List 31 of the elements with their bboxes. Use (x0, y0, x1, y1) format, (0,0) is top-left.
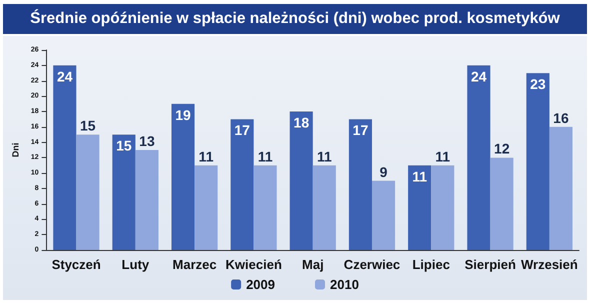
data-label: 15 (116, 138, 132, 154)
data-label: 17 (234, 122, 250, 138)
x-tick-label: Kwiecień (226, 257, 282, 272)
x-tick-label: Lipiec (412, 257, 450, 272)
data-label: 15 (80, 118, 96, 134)
x-tick-label: Styczeń (52, 257, 101, 272)
data-label: 13 (139, 133, 155, 149)
data-label: 18 (294, 114, 310, 131)
x-tick-label: Luty (122, 257, 150, 272)
legend-label: 2009 (246, 277, 275, 292)
chart-title: Średnie opóźnienie w spłacie należności (dni) wobec prod. kosmetyków (3, 4, 587, 34)
data-label: 12 (494, 140, 510, 157)
data-label: 9 (380, 164, 388, 180)
data-label: 23 (530, 76, 546, 92)
data-label: 16 (553, 110, 569, 126)
data-label: 24 (470, 68, 487, 84)
x-tick-label: Maj (302, 257, 324, 272)
x-tick-label: Marzec (172, 257, 217, 272)
data-label: 24 (56, 68, 73, 84)
x-tick-label: Sierpień (464, 257, 516, 272)
data-label: 19 (175, 106, 192, 123)
data-label: 17 (352, 122, 368, 138)
data-label: 11 (435, 148, 450, 164)
data-label: 11 (412, 168, 428, 184)
data-label: 11 (198, 148, 214, 164)
x-tick-label: Czerwiec (344, 257, 400, 272)
legend-label: 2010 (330, 277, 359, 292)
y-axis-title: Dni (10, 142, 20, 158)
x-tick-label: Wrzesień (521, 257, 578, 272)
data-label: 11 (316, 148, 332, 164)
data-label: 11 (258, 148, 273, 164)
